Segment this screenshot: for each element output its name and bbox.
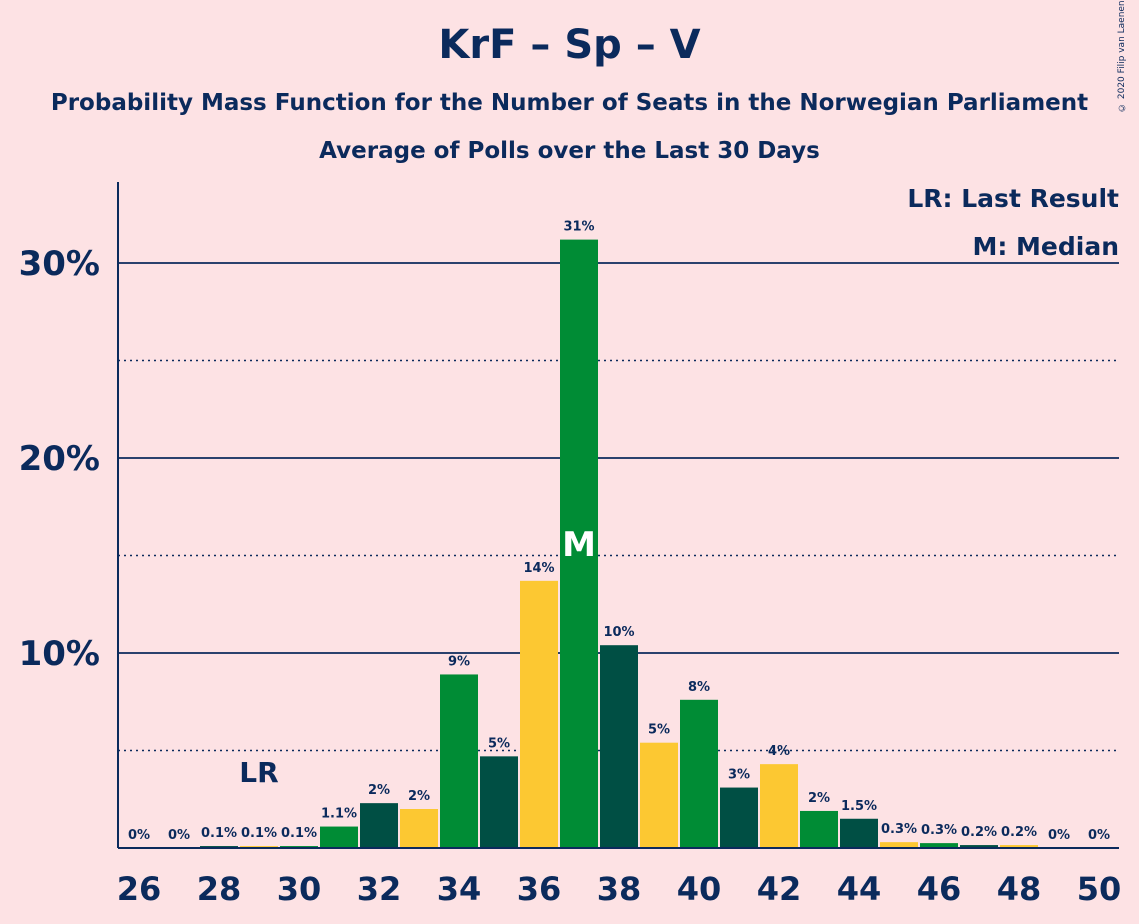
bar (800, 810, 838, 848)
bar (680, 699, 718, 848)
data-label: 5% (648, 723, 670, 738)
x-tick-label: 34 (437, 870, 482, 908)
y-tick-label: 10% (19, 634, 100, 674)
bar (1000, 845, 1038, 848)
x-tick-label: 50 (1077, 870, 1122, 908)
x-tick-label: 32 (357, 870, 402, 908)
bar (400, 809, 438, 848)
data-label: 0.1% (281, 826, 317, 841)
data-label: 0.3% (881, 822, 917, 837)
chart-title: KrF – Sp – V (438, 22, 701, 68)
bar (560, 239, 598, 849)
y-tick-label: 20% (19, 439, 100, 479)
data-label: 1.1% (321, 807, 357, 822)
data-label: 0% (1048, 828, 1070, 843)
data-label: 0% (128, 828, 150, 843)
bar (840, 818, 878, 848)
bar (480, 756, 518, 848)
x-tick-label: 30 (277, 870, 322, 908)
y-tick-label: 30% (19, 244, 100, 284)
bar (960, 845, 998, 848)
data-label: 3% (728, 768, 750, 783)
data-label: 0.3% (921, 823, 957, 838)
legend-last-result: LR: Last Result (903, 184, 1119, 213)
data-label: 2% (368, 783, 390, 798)
bar (320, 826, 358, 848)
last-result-marker: LR (239, 756, 278, 789)
x-tick-label: 46 (917, 870, 962, 908)
x-tick-label: 48 (997, 870, 1042, 908)
bar (600, 645, 638, 848)
chart-subtitle-secondary: Average of Polls over the Last 30 Days (319, 138, 820, 164)
data-label: 14% (523, 561, 554, 576)
bar (640, 742, 678, 848)
data-label: 5% (488, 736, 510, 751)
bar (880, 842, 918, 848)
bar (760, 764, 798, 848)
x-tick-label: 36 (517, 870, 562, 908)
data-label: 10% (603, 625, 634, 640)
x-tick-label: 40 (677, 870, 722, 908)
bar (440, 674, 478, 848)
data-label: 0.2% (961, 825, 997, 840)
data-label: 0.2% (1001, 825, 1037, 840)
data-label: 0% (1088, 828, 1110, 843)
legend-median: M: Median (968, 232, 1119, 261)
x-tick-label: 38 (597, 870, 642, 908)
data-label: 0.1% (241, 826, 277, 841)
median-marker: M (562, 525, 596, 565)
bar (920, 843, 958, 848)
bar (520, 580, 558, 848)
x-tick-label: 28 (197, 870, 242, 908)
data-label: 0% (168, 828, 190, 843)
chart-subtitle: Probability Mass Function for the Number… (50, 90, 1089, 116)
data-label: 2% (408, 789, 430, 804)
data-label: 2% (808, 791, 830, 806)
data-label: 31% (563, 220, 594, 235)
data-label: 9% (448, 654, 470, 669)
x-tick-label: 42 (757, 870, 802, 908)
x-tick-label: 44 (837, 870, 882, 908)
data-label: 1.5% (841, 799, 877, 814)
x-tick-label: 26 (117, 870, 162, 908)
bar (360, 803, 398, 848)
bar (720, 787, 758, 848)
data-label: 8% (688, 680, 710, 695)
data-label: 4% (768, 744, 790, 759)
data-label: 0.1% (201, 826, 237, 841)
